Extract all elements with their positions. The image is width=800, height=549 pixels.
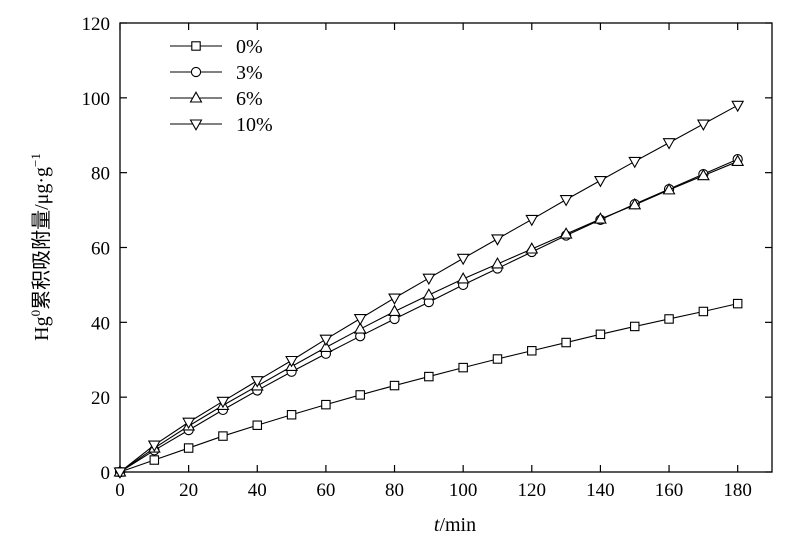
data-point (388, 293, 401, 305)
data-point (456, 272, 470, 284)
legend-item: 6% (170, 88, 263, 110)
series-line (119, 158, 738, 473)
data-point (732, 298, 743, 309)
y-axis-title-base: Hg (31, 316, 53, 340)
data-point (388, 304, 401, 317)
x-tick-label: 0 (115, 480, 125, 501)
data-point (662, 138, 676, 150)
y-tick-label: 20 (91, 388, 110, 409)
data-point (252, 420, 263, 430)
x-tick-label: 100 (449, 480, 478, 501)
data-point (182, 417, 196, 430)
data-point (321, 399, 331, 410)
data-point (593, 175, 607, 188)
data-point (491, 257, 504, 269)
series-1 (114, 154, 743, 478)
series-line (119, 160, 738, 473)
y-axis-title: Hg0累积吸附量/μg·g−1 (28, 153, 53, 341)
data-point (525, 242, 539, 254)
legend: 0% 3% 6% 10% (170, 36, 273, 136)
data-point (285, 355, 299, 368)
legend-item: 3% (170, 62, 263, 84)
x-tick-label: 120 (518, 480, 547, 501)
x-tick-label: 180 (723, 480, 752, 501)
legend-marker (189, 119, 203, 131)
legend-label: 6% (236, 88, 263, 110)
legend-item: 10% (170, 114, 273, 136)
x-tick-label: 140 (586, 480, 615, 501)
data-point (355, 390, 365, 400)
data-point (628, 197, 642, 210)
x-axis-title-italic: t (434, 514, 440, 536)
y-tick-label: 40 (91, 313, 110, 334)
data-point (458, 362, 468, 373)
data-point (525, 214, 539, 227)
data-point (183, 443, 194, 453)
series-group (113, 100, 745, 479)
data-point (149, 455, 160, 465)
legend-marker (189, 91, 203, 103)
data-point (424, 371, 434, 382)
data-point (527, 346, 537, 356)
data-point (628, 156, 642, 169)
legend-marker (190, 66, 202, 78)
data-point (595, 329, 606, 340)
data-point (113, 467, 127, 479)
x-axis-title-rest: /min (439, 514, 476, 536)
y-axis-title-unit-sup: −1 (28, 153, 43, 167)
data-point (492, 354, 503, 364)
axis-ticks: 0 20 40 60 80 100 120 140 160 180 0 20 40 60 80 100 120 (82, 14, 772, 501)
data-point (629, 321, 640, 332)
legend-marker (191, 41, 201, 51)
data-point (353, 322, 367, 334)
x-tick-label: 60 (316, 480, 335, 501)
y-tick-label: 100 (82, 89, 111, 110)
data-point (422, 273, 436, 286)
data-point (731, 100, 745, 113)
data-point (353, 314, 367, 326)
data-point (319, 340, 333, 352)
data-point (422, 288, 436, 300)
y-axis-title-sup: 0 (28, 310, 43, 317)
data-point (696, 168, 710, 181)
y-tick-label: 0 (101, 463, 111, 484)
data-point (559, 195, 573, 207)
data-point (491, 234, 504, 246)
data-point (218, 431, 228, 441)
series-line (119, 303, 738, 473)
data-point (662, 182, 676, 195)
data-point (456, 253, 470, 266)
legend-label: 3% (236, 62, 263, 84)
data-point (250, 376, 264, 388)
data-point (593, 212, 607, 224)
data-point (696, 119, 710, 131)
data-point (389, 380, 400, 391)
data-point (698, 306, 709, 317)
series-2 (113, 154, 745, 477)
data-point (319, 334, 333, 347)
legend-label: 0% (236, 36, 263, 58)
data-point (731, 154, 745, 166)
legend-label: 10% (236, 114, 273, 136)
data-point (286, 410, 297, 420)
y-tick-label: 80 (91, 164, 110, 185)
y-tick-label: 120 (82, 14, 111, 35)
x-tick-label: 80 (385, 480, 404, 501)
y-axis-title-text: 累积吸附量/μg·g (30, 167, 53, 310)
series-0 (115, 298, 743, 477)
y-tick-label: 60 (91, 239, 110, 260)
x-tick-label: 160 (655, 480, 684, 501)
series-3 (113, 100, 745, 479)
x-axis-title: t/min (434, 514, 476, 536)
data-point (147, 440, 161, 452)
x-tick-label: 40 (248, 480, 267, 501)
x-tick-label: 20 (179, 480, 198, 501)
data-point (216, 396, 230, 409)
data-point (559, 227, 573, 239)
data-point (561, 337, 571, 348)
data-point (664, 314, 674, 324)
legend-item: 0% (170, 36, 263, 58)
